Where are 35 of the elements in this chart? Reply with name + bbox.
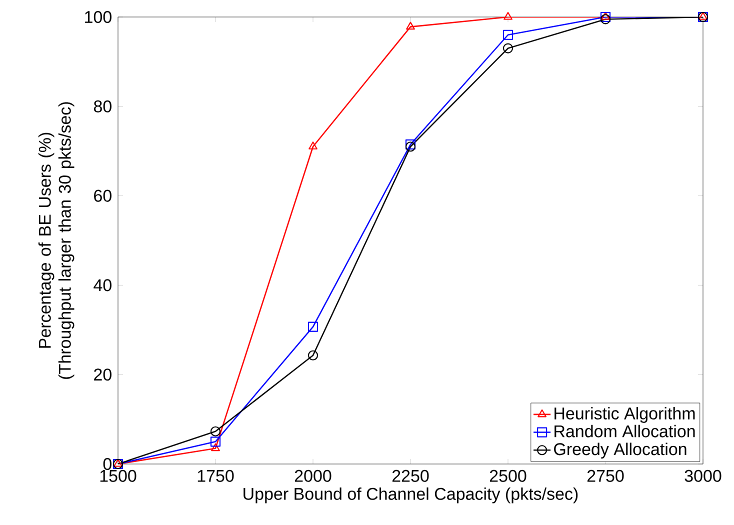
y-tick-label: 100 [85,10,112,24]
legend-label: Greedy Allocation [554,442,686,459]
point [308,350,318,360]
x-axis-title: Upper Bound of Channel Capacity (pkts/sec) [244,487,578,504]
point [406,22,415,30]
point [405,139,416,150]
point [114,458,122,467]
x-tick-label: 1750 [198,470,234,482]
y-tick-label: 80 [94,100,112,112]
y-tick-label: 20 [94,368,112,381]
point [211,443,220,452]
point [405,142,416,152]
y-tick-label: 60 [94,190,112,202]
point [698,12,708,20]
point [308,322,318,332]
point [504,12,512,20]
x-tick-label: 2000 [294,470,332,482]
legend-label: Heuristic Algorithm [554,407,695,423]
y-axis-title: Percentage of BE Users (%) (Throughput larger than 30 pkts/sec) [38,102,74,379]
x-tick-label: 2500 [490,470,526,482]
x-tick-label: 2250 [392,470,429,482]
point [601,12,610,20]
point [502,30,514,40]
point [308,142,318,150]
x-tick-label: 2750 [587,470,624,482]
point [600,12,611,22]
point [502,43,514,54]
y-tick-label: 0 [103,458,112,470]
point [210,426,221,436]
y-tick-label: 40 [94,279,112,292]
x-tick-label: 1500 [100,470,136,482]
point [210,436,221,447]
legend-label: Random Allocation [554,424,695,438]
point [600,14,611,24]
x-tick-label: 3000 [684,470,722,482]
